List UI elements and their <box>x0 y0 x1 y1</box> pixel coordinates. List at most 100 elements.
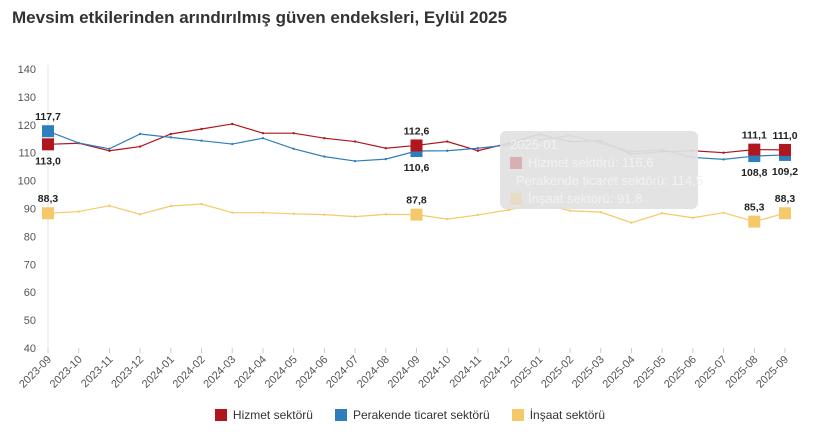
y-tick-label: 130 <box>18 92 36 104</box>
chart-title: Mevsim etkilerinden arındırılmış güven e… <box>12 8 508 27</box>
data-point <box>292 212 295 216</box>
x-tick-label: 2025-07 <box>693 354 730 391</box>
data-label: 117,7 <box>35 111 61 123</box>
data-label: 110,6 <box>404 162 430 174</box>
data-marker <box>42 138 54 151</box>
data-point <box>200 139 203 142</box>
data-point <box>323 136 326 140</box>
data-point <box>138 213 142 216</box>
data-point <box>169 204 173 208</box>
y-tick-label: 40 <box>24 343 36 355</box>
data-point <box>353 159 357 163</box>
x-tick-label: 2024-01 <box>140 354 177 391</box>
data-label: 111,1 <box>742 130 767 142</box>
data-marker <box>748 215 761 228</box>
data-point <box>292 131 295 135</box>
data-point <box>169 136 173 139</box>
x-tick-label: 2024-02 <box>171 354 208 391</box>
data-point <box>200 202 203 206</box>
y-tick-label: 80 <box>24 231 36 243</box>
data-label: 88,3 <box>38 193 59 205</box>
data-label: 111,0 <box>772 130 797 142</box>
data-point <box>200 127 203 131</box>
data-point <box>323 213 326 216</box>
data-point <box>261 131 265 135</box>
data-point <box>292 147 295 150</box>
legend: Hizmet sektörü Perakende ticaret sektörü… <box>0 408 820 422</box>
data-point <box>722 151 725 154</box>
data-point <box>660 212 664 215</box>
data-point <box>138 145 142 148</box>
x-tick-label: 2025-09 <box>754 354 791 391</box>
data-marker <box>748 143 761 156</box>
y-tick-label: 50 <box>24 315 36 327</box>
data-point <box>169 132 173 136</box>
tooltip-swatch <box>510 192 522 205</box>
data-marker <box>779 207 791 220</box>
legend-item-hizmet[interactable]: Hizmet sektörü <box>214 408 313 422</box>
data-point <box>138 132 142 136</box>
y-tick-label: 90 <box>24 204 36 216</box>
data-point <box>446 217 449 221</box>
data-point <box>353 215 357 218</box>
x-tick-label: 2024-05 <box>263 354 300 391</box>
data-point <box>722 211 725 214</box>
data-label: 108,8 <box>741 167 767 179</box>
data-label: 113,0 <box>35 155 61 167</box>
data-point <box>476 213 480 217</box>
x-tick-label: 2023-12 <box>109 354 146 391</box>
data-point <box>108 147 111 150</box>
data-point <box>384 213 387 216</box>
x-tick-label: 2024-08 <box>355 354 392 391</box>
x-tick-label: 2024-07 <box>324 354 361 391</box>
x-tick-label: 2023-11 <box>79 354 115 390</box>
legend-label: Hizmet sektörü <box>232 408 313 422</box>
x-tick-label: 2024-11 <box>448 354 484 390</box>
x-tick-label: 2023-09 <box>17 354 54 391</box>
x-tick-label: 2024-04 <box>232 354 269 391</box>
legend-item-insaat[interactable]: İnşaat sektörü <box>511 408 605 422</box>
data-label: 85,3 <box>744 202 765 214</box>
data-point <box>261 136 265 140</box>
x-tick-label: 2025-01 <box>508 354 545 391</box>
data-point <box>384 157 387 161</box>
data-point <box>691 216 695 219</box>
data-label: 88,3 <box>775 193 796 205</box>
tooltip-row: Hizmet sektörü: 116,6 <box>528 155 654 170</box>
data-point <box>476 149 480 152</box>
data-marker <box>410 139 423 152</box>
x-tick-label: 2025-05 <box>631 354 668 391</box>
x-tick-label: 2024-09 <box>386 354 423 391</box>
data-point <box>476 147 480 150</box>
data-point <box>353 140 357 143</box>
data-point <box>261 211 265 214</box>
tooltip-row: İnşaat sektörü: 91,8 <box>528 191 643 206</box>
x-tick-label: 2024-12 <box>478 354 515 391</box>
data-point <box>630 221 633 224</box>
tooltip: 2025-01 Hizmet sektörü: 116,6 Perakende … <box>500 131 703 209</box>
tooltip-title: 2025-01 <box>510 137 558 152</box>
y-tick-label: 110 <box>18 148 36 160</box>
x-tick-label: 2024-03 <box>201 354 238 391</box>
data-marker <box>42 207 54 220</box>
data-point <box>108 204 111 207</box>
x-tick-label: 2025-08 <box>723 354 760 391</box>
legend-item-perakende[interactable]: Perakende ticaret sektörü <box>334 408 490 422</box>
data-marker <box>42 125 54 138</box>
data-point <box>446 149 449 152</box>
y-tick-label: 120 <box>18 120 36 132</box>
data-point <box>77 210 80 213</box>
data-point <box>507 208 510 212</box>
x-tick-label: 2025-03 <box>570 354 607 391</box>
data-point <box>446 140 449 143</box>
legend-swatch <box>511 409 524 421</box>
data-point <box>231 142 234 146</box>
x-tick-label: 2024-06 <box>293 354 330 391</box>
data-point <box>77 141 80 145</box>
data-label: 87,8 <box>406 195 427 207</box>
data-marker <box>410 208 423 221</box>
y-tick-label: 100 <box>18 176 36 188</box>
tooltip-row: Perakende ticaret sektörü: 114,5 <box>516 173 703 188</box>
data-label: 112,6 <box>404 125 430 137</box>
tooltip-swatch <box>510 156 522 169</box>
